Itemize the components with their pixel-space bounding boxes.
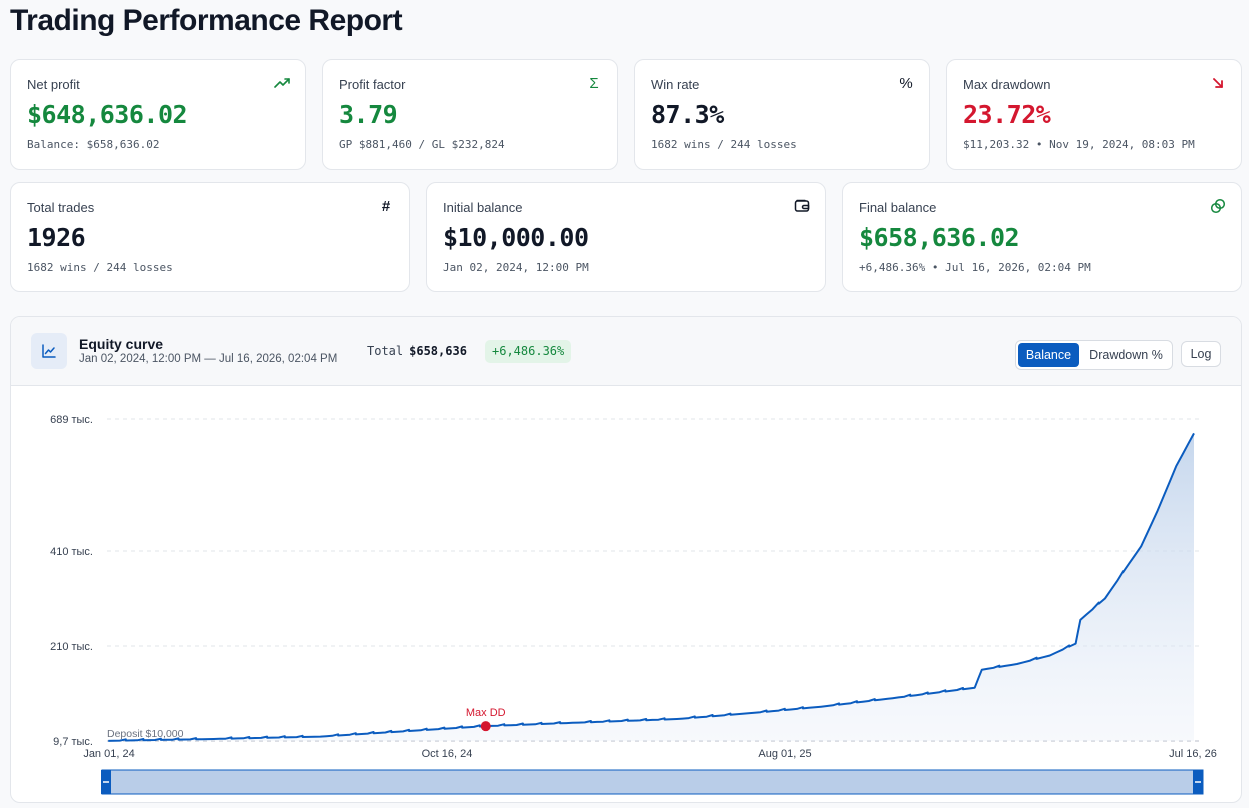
- sigma-icon: Σ: [589, 74, 599, 92]
- y-tick-label: 689 тыс.: [50, 414, 93, 426]
- equity-curve-panel: Equity curve Jan 02, 2024, 12:00 PM — Ju…: [10, 316, 1242, 803]
- arrow-down-right-icon: [1209, 74, 1227, 92]
- x-tick-label: Jan 01, 24: [83, 748, 134, 760]
- initial-balance-sub: Jan 02, 2024, 12:00 PM: [443, 261, 589, 274]
- wallet-icon: [793, 197, 811, 215]
- initial-balance-card: Initial balance $10,000.00 Jan 02, 2024,…: [426, 182, 826, 292]
- final-balance-sub: +6,486.36% • Jul 16, 2026, 02:04 PM: [859, 261, 1091, 274]
- final-balance-card: Final balance $658,636.02 +6,486.36% • J…: [842, 182, 1242, 292]
- hash-icon: #: [381, 197, 391, 215]
- equity-line: [108, 432, 1195, 742]
- profit-factor-card: Profit factor Σ 3.79 GP $881,460 / GL $2…: [322, 59, 618, 170]
- deposit-label: Deposit $10,000: [107, 728, 184, 740]
- page-title: Trading Performance Report: [10, 4, 403, 37]
- win-rate-sub: 1682 wins / 244 losses: [651, 138, 797, 151]
- total-trades-value: 1926: [27, 223, 86, 252]
- view-mode-toggle: Balance Drawdown %: [1015, 340, 1173, 370]
- equity-chart: Max DD Deposit $10,000 689 тыс. 410 тыс. 21…: [50, 414, 1217, 795]
- max-drawdown-value: 23.72%: [963, 100, 1051, 129]
- x-tick-label: Jul 16, 26: [1169, 748, 1217, 760]
- card-label: Initial balance: [443, 200, 523, 215]
- profit-factor-sub: GP $881,460 / GL $232,824: [339, 138, 505, 151]
- equity-area: [108, 433, 1195, 741]
- y-tick-label: 210 тыс.: [50, 641, 93, 653]
- card-label: Net profit: [27, 77, 80, 92]
- x-tick-label: Oct 16, 24: [422, 748, 473, 760]
- equity-curve-header: Equity curve Jan 02, 2024, 12:00 PM — Ju…: [11, 317, 1241, 386]
- balance-view-button[interactable]: Balance: [1018, 343, 1079, 367]
- card-label: Max drawdown: [963, 77, 1051, 92]
- equity-pct-badge: +6,486.36%: [485, 340, 572, 363]
- initial-balance-value: $10,000.00: [443, 223, 589, 252]
- card-label: Final balance: [859, 200, 937, 215]
- equity-total-value: $658,636: [409, 344, 467, 358]
- equity-total-label: Total: [367, 344, 404, 358]
- net-profit-card: Net profit $648,636.02 Balance: $658,636…: [10, 59, 306, 170]
- win-rate-card: Win rate % 87.3% 1682 wins / 244 losses: [634, 59, 930, 170]
- percent-icon: %: [899, 74, 913, 92]
- equity-total: Total $658,636: [367, 344, 467, 358]
- drawdown-view-button[interactable]: Drawdown %: [1089, 348, 1163, 362]
- net-profit-sub: Balance: $658,636.02: [27, 138, 160, 151]
- win-rate-value: 87.3%: [651, 100, 724, 129]
- line-chart-icon: [31, 333, 67, 369]
- range-brush[interactable]: [101, 769, 1204, 795]
- total-trades-card: Total trades # 1926 1682 wins / 244 loss…: [10, 182, 410, 292]
- equity-curve-range: Jan 02, 2024, 12:00 PM — Jul 16, 2026, 0…: [79, 353, 338, 365]
- card-label: Profit factor: [339, 77, 406, 92]
- max-dd-marker[interactable]: [480, 721, 491, 732]
- total-trades-sub: 1682 wins / 244 losses: [27, 261, 173, 274]
- net-profit-value: $648,636.02: [27, 100, 188, 129]
- max-drawdown-card: Max drawdown 23.72% $11,203.32 • Nov 19,…: [946, 59, 1242, 170]
- card-label: Total trades: [27, 200, 95, 215]
- trending-up-icon: [273, 74, 291, 92]
- y-tick-label: 410 тыс.: [50, 546, 93, 558]
- equity-curve-title: Equity curve: [79, 336, 164, 352]
- coins-icon: [1209, 197, 1227, 215]
- profit-factor-value: 3.79: [339, 100, 398, 129]
- final-balance-value: $658,636.02: [859, 223, 1020, 252]
- y-tick-label: 9,7 тыс.: [53, 736, 93, 748]
- card-label: Win rate: [651, 77, 700, 92]
- x-tick-label: Aug 01, 25: [758, 748, 811, 760]
- max-drawdown-sub: $11,203.32 • Nov 19, 2024, 08:03 PM: [963, 138, 1195, 151]
- max-dd-label: Max DD: [466, 707, 506, 719]
- log-scale-button[interactable]: Log: [1181, 341, 1221, 367]
